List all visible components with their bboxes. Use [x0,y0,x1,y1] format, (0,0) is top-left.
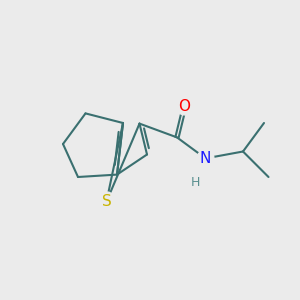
Circle shape [97,192,116,211]
Text: S: S [102,194,111,209]
Circle shape [197,150,214,167]
Text: O: O [178,99,190,114]
Text: H: H [190,176,200,190]
Text: N: N [200,151,211,166]
Circle shape [188,176,202,190]
Circle shape [176,98,193,115]
